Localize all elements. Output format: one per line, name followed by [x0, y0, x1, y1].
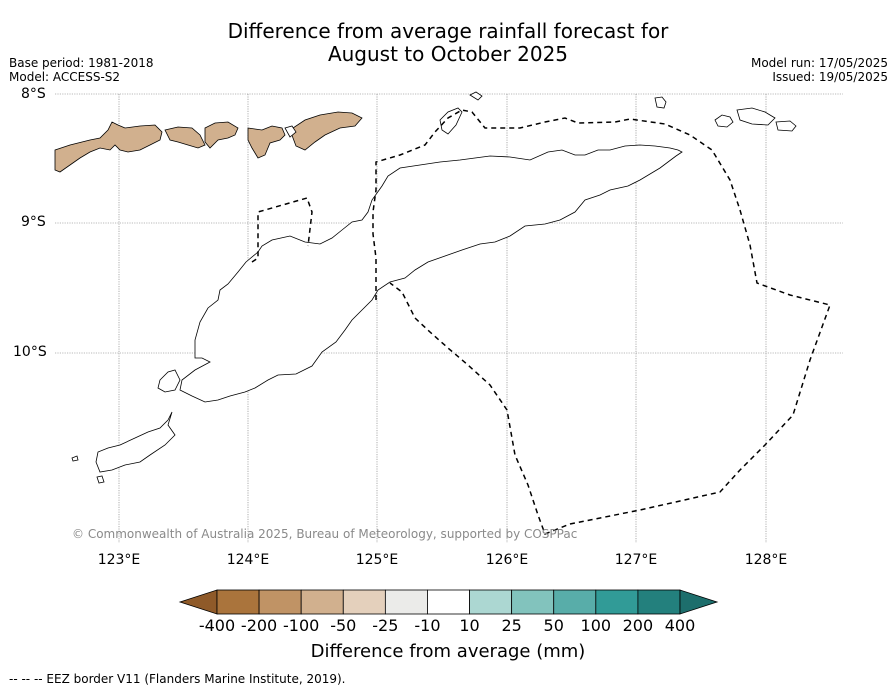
colorbar-cell — [300, 589, 344, 615]
eez-footnote: -- -- -- EEZ border V11 (Flanders Marine… — [9, 672, 346, 686]
colorbar-tick-label: -10 — [414, 616, 441, 635]
island-wetar-west — [654, 96, 667, 109]
colorbar-tick-label: 25 — [501, 616, 522, 635]
lon-label-124e: 124°E — [226, 552, 270, 568]
colorbar-tick-label: -25 — [372, 616, 399, 635]
island-flores-east — [54, 121, 163, 173]
eez-line-north — [372, 109, 831, 535]
islands-filled — [54, 111, 363, 173]
lon-label-126e: 126°E — [485, 552, 529, 568]
issued-date: Issued: 19/05/2025 — [772, 70, 888, 84]
lon-label-127e: 127°E — [614, 552, 658, 568]
lat-label-8s: 8°S — [21, 86, 46, 102]
island-rote — [95, 411, 176, 473]
eez-border — [251, 109, 831, 535]
colorbar-low-extend — [178, 589, 218, 615]
island-atauro-west — [439, 107, 463, 135]
island-semau — [157, 369, 181, 393]
colorbar — [178, 589, 719, 615]
lat-label-9s: 9°S — [21, 214, 46, 230]
model-run: Model run: 17/05/2025 — [750, 56, 888, 70]
island-rote-islet — [96, 475, 105, 484]
colorbar-tick-label: 200 — [622, 616, 654, 635]
island-kisar — [714, 114, 734, 128]
colorbar-tick-label: -200 — [240, 616, 278, 635]
colorbar-cell — [595, 589, 639, 615]
copyright-text: © Commonwealth of Australia 2025, Bureau… — [72, 527, 578, 541]
colorbar-label: Difference from average (mm) — [310, 641, 586, 662]
colorbar-tick-label: -50 — [330, 616, 357, 635]
island-adonara — [164, 126, 206, 149]
colorbar-cell — [427, 589, 470, 615]
island-wetar-tip — [469, 91, 483, 101]
lat-label-10s: 10°S — [13, 344, 47, 360]
colorbar-high-extend — [679, 589, 719, 615]
island-alor — [289, 111, 363, 151]
colorbar-cell — [216, 589, 260, 615]
colorbar-cell — [469, 589, 513, 615]
island-pantar — [247, 125, 286, 159]
lon-label-128e: 128°E — [744, 552, 788, 568]
island-lembata — [204, 121, 239, 149]
island-alor-islet — [284, 125, 297, 138]
island-timor — [179, 144, 683, 403]
colorbar-tick-label: -100 — [283, 616, 320, 635]
colorbar-tick-label: 10 — [459, 616, 480, 635]
island-ndao — [71, 455, 79, 462]
map-title: Difference from average rainfall forecas… — [0, 20, 896, 66]
colorbar-cell — [342, 589, 386, 615]
model-name: Model: ACCESS-S2 — [9, 70, 121, 84]
colorbar-tick-label: 100 — [580, 616, 612, 635]
colorbar-tick-label: 400 — [664, 616, 696, 635]
colorbar-tick-label: -400 — [198, 616, 236, 635]
colorbar-cell — [553, 589, 597, 615]
base-period: Base period: 1981-2018 — [9, 56, 154, 70]
timor-region — [71, 144, 683, 484]
meta-right: Model run: 17/05/2025 Issued: 19/05/2025 — [751, 56, 888, 84]
colorbar-cell — [384, 589, 428, 615]
meta-left: Base period: 1981-2018 Model: ACCESS-S2 — [9, 56, 154, 84]
lon-label-123e: 123°E — [97, 552, 141, 568]
colorbar-cell — [511, 589, 555, 615]
colorbar-cell — [637, 589, 681, 615]
lon-label-125e: 125°E — [355, 552, 399, 568]
title-line-2: August to October 2025 — [327, 42, 569, 66]
colorbar-cell — [258, 589, 302, 615]
colorbar-tick-label: 50 — [543, 616, 564, 635]
colorbar-cells — [216, 589, 681, 615]
title-line-1: Difference from average rainfall forecas… — [227, 19, 669, 43]
islands-outline — [284, 91, 797, 138]
island-leti — [736, 107, 776, 126]
island-moa — [775, 120, 797, 132]
